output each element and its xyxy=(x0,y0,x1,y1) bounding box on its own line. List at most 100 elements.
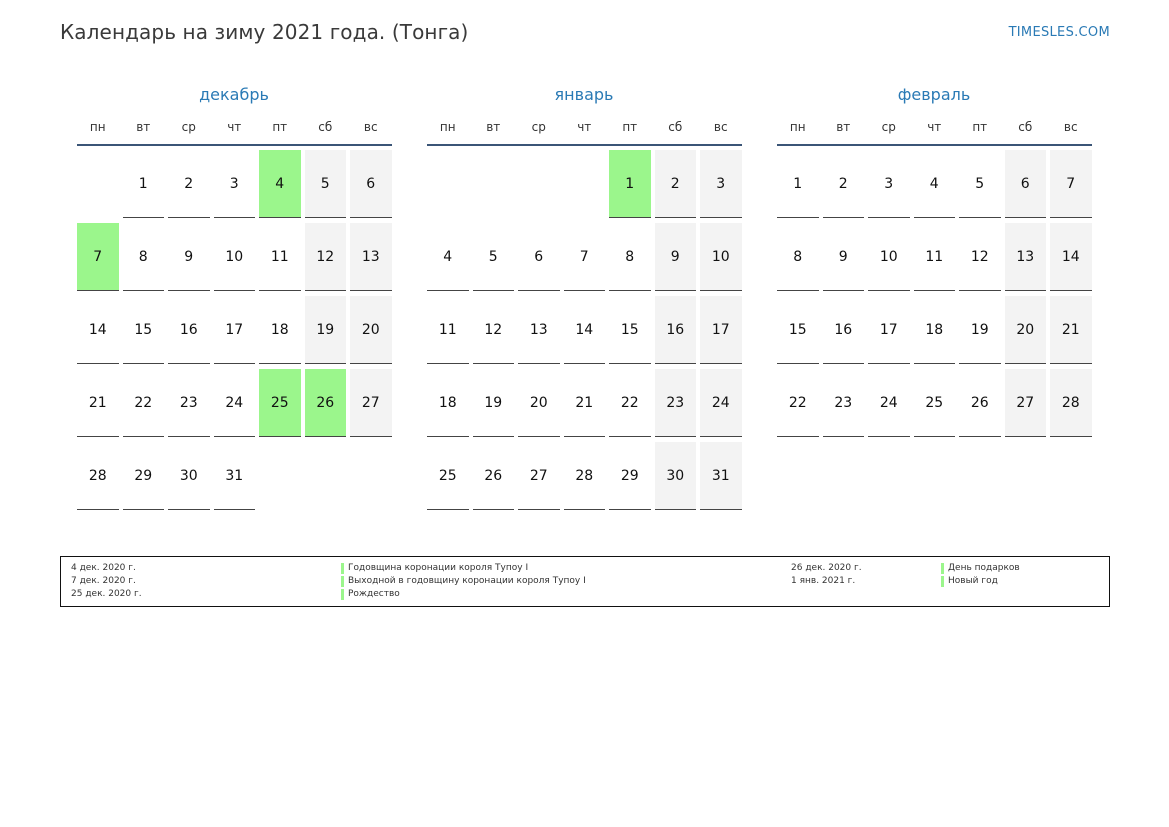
day-cell: 21 xyxy=(1050,296,1092,364)
weekday-label: чт xyxy=(927,120,942,134)
month-name: февраль xyxy=(897,85,971,104)
day-cell: 30 xyxy=(168,442,210,510)
month-name: декабрь xyxy=(199,85,269,104)
day-cell: 14 xyxy=(563,296,605,364)
day-cell: 25 xyxy=(913,369,955,437)
days-grid: 1 2 3 4 5 6 7 8 9 10 11 12 13 14 15 16 17 18 19 20 21 22 23 24 2… xyxy=(77,150,392,510)
day-cell-holiday: 25 xyxy=(259,369,301,437)
empty-cell xyxy=(564,150,606,218)
legend-holiday-name: Выходной в годовщину коронации короля Ту… xyxy=(341,575,586,588)
weekday-header: пн вт ср чт пт сб вс xyxy=(77,117,392,139)
empty-cell xyxy=(427,150,469,218)
day-cell: 5 xyxy=(472,223,514,291)
weekday-label: вт xyxy=(836,120,851,134)
day-cell: 19 xyxy=(472,369,514,437)
day-cell: 19 xyxy=(959,296,1001,364)
legend-date: 26 дек. 2020 г. xyxy=(791,563,862,573)
month-december: декабрь пн вт ср чт пт сб вс 1 2 3 4 5 6 7 8 9 10 11 12 13… xyxy=(77,84,392,510)
day-cell: 7 xyxy=(563,223,605,291)
weekday-label: вт xyxy=(136,120,151,134)
day-cell: 2 xyxy=(822,150,864,218)
legend-date: 4 дек. 2020 г. xyxy=(71,563,136,573)
weekday-header: пн вт ср чт пт сб вс xyxy=(777,117,1092,139)
weekday-label: вт xyxy=(486,120,501,134)
weekday-label: ср xyxy=(881,120,896,134)
day-cell-holiday: 1 xyxy=(609,150,651,218)
legend-holiday-name: День подарков xyxy=(941,562,1020,575)
day-cell: 12 xyxy=(304,223,346,291)
day-cell: 2 xyxy=(654,150,696,218)
day-cell: 28 xyxy=(1050,369,1092,437)
day-cell: 24 xyxy=(868,369,910,437)
day-cell: 15 xyxy=(122,296,164,364)
weekday-divider xyxy=(427,144,742,146)
day-cell-holiday: 26 xyxy=(304,369,346,437)
day-cell: 8 xyxy=(122,223,164,291)
day-cell-holiday: 4 xyxy=(259,150,301,218)
months-container: декабрь пн вт ср чт пт сб вс 1 2 3 4 5 6 7 8 9 10 11 12 13… xyxy=(77,84,1092,514)
day-cell: 14 xyxy=(77,296,119,364)
day-cell: 28 xyxy=(77,442,119,510)
day-cell: 10 xyxy=(213,223,255,291)
day-cell: 2 xyxy=(168,150,210,218)
day-cell: 29 xyxy=(609,442,651,510)
day-cell: 13 xyxy=(350,223,392,291)
weekday-label: сб xyxy=(1018,120,1033,134)
weekday-label: чт xyxy=(227,120,242,134)
legend-holiday-name: Рождество xyxy=(341,588,400,601)
day-cell: 9 xyxy=(168,223,210,291)
weekday-label: пн xyxy=(789,120,806,134)
day-cell: 14 xyxy=(1050,223,1092,291)
day-cell: 8 xyxy=(609,223,651,291)
day-cell: 16 xyxy=(168,296,210,364)
day-cell: 25 xyxy=(427,442,469,510)
days-grid: 1 2 3 4 5 6 7 8 9 10 11 12 13 14 15 16 17 18 19 20 21 22 23 24 2… xyxy=(427,150,742,510)
legend-date: 25 дек. 2020 г. xyxy=(71,589,142,599)
site-link[interactable]: TIMESLES.COM xyxy=(1008,25,1110,40)
day-cell: 3 xyxy=(213,150,255,218)
day-cell: 3 xyxy=(868,150,910,218)
weekday-label: пт xyxy=(622,120,638,134)
day-cell: 3 xyxy=(700,150,742,218)
day-cell: 10 xyxy=(868,223,910,291)
day-cell: 19 xyxy=(304,296,346,364)
day-cell: 17 xyxy=(213,296,255,364)
day-cell: 27 xyxy=(1004,369,1046,437)
empty-cell xyxy=(77,150,119,218)
day-cell: 27 xyxy=(350,369,392,437)
weekday-label: вс xyxy=(363,120,378,134)
weekday-label: вс xyxy=(713,120,728,134)
day-cell: 22 xyxy=(609,369,651,437)
day-cell: 30 xyxy=(654,442,696,510)
days-grid: 1 2 3 4 5 6 7 8 9 10 11 12 13 14 15 16 17 18 19 20 21 22 23 24 2… xyxy=(777,150,1092,437)
day-cell: 4 xyxy=(427,223,469,291)
day-cell: 5 xyxy=(959,150,1001,218)
day-cell: 5 xyxy=(304,150,346,218)
legend-date: 7 дек. 2020 г. xyxy=(71,576,136,586)
empty-cell xyxy=(518,150,560,218)
day-cell: 31 xyxy=(213,442,255,510)
day-cell: 18 xyxy=(259,296,301,364)
day-cell: 7 xyxy=(1050,150,1092,218)
day-cell: 10 xyxy=(700,223,742,291)
day-cell: 1 xyxy=(777,150,819,218)
day-cell: 13 xyxy=(518,296,560,364)
day-cell: 26 xyxy=(959,369,1001,437)
day-cell: 13 xyxy=(1004,223,1046,291)
day-cell: 24 xyxy=(213,369,255,437)
weekday-label: сб xyxy=(668,120,683,134)
weekday-label: пн xyxy=(439,120,456,134)
weekday-label: вс xyxy=(1063,120,1078,134)
day-cell: 8 xyxy=(777,223,819,291)
day-cell: 24 xyxy=(700,369,742,437)
month-january: январь пн вт ср чт пт сб вс 1 2 3 4 5 6 7 8 9 10 11 12 13 1… xyxy=(427,84,742,510)
day-cell: 15 xyxy=(609,296,651,364)
day-cell: 31 xyxy=(700,442,742,510)
day-cell: 11 xyxy=(913,223,955,291)
day-cell: 16 xyxy=(822,296,864,364)
day-cell: 20 xyxy=(518,369,560,437)
day-cell: 22 xyxy=(777,369,819,437)
day-cell: 21 xyxy=(563,369,605,437)
day-cell: 12 xyxy=(959,223,1001,291)
weekday-label: сб xyxy=(318,120,333,134)
